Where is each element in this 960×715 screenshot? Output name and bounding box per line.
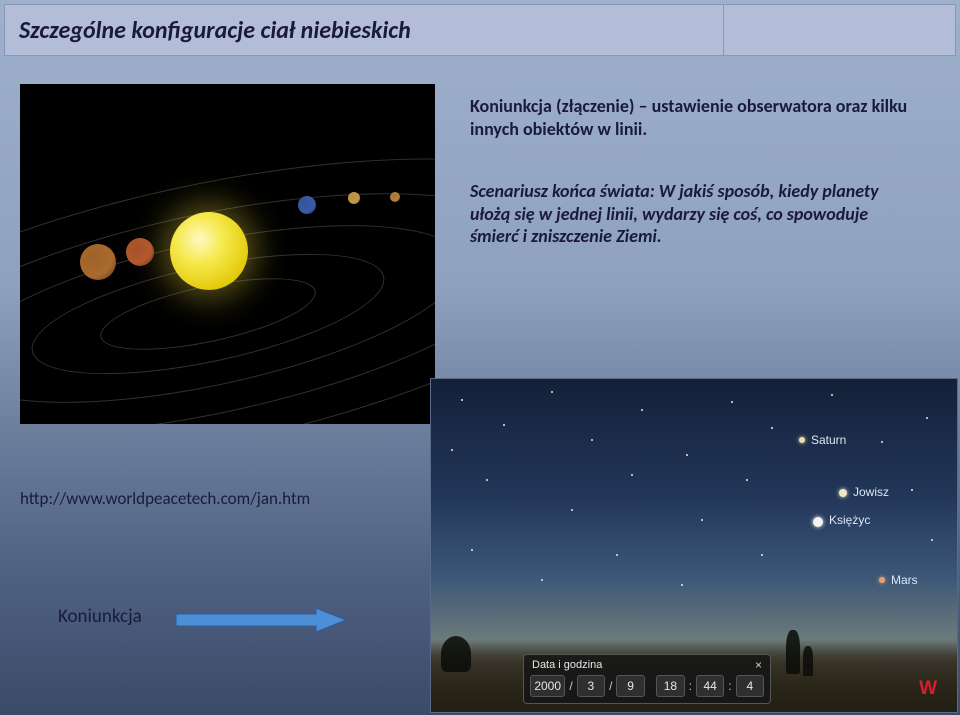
planetarium-view: W Data i godzina × 2000 / 3 / 9 18 : 44 … xyxy=(430,378,958,713)
close-icon[interactable]: × xyxy=(755,659,762,671)
jowisz-label: Jowisz xyxy=(853,485,889,499)
star-dot xyxy=(641,409,643,411)
star-dot xyxy=(831,394,833,396)
mars-dot xyxy=(879,577,885,583)
jowisz-dot xyxy=(839,489,847,497)
star-dot xyxy=(701,519,703,521)
star-dot xyxy=(461,399,463,401)
page-title: Szczególne konfiguracje ciał niebieskich xyxy=(19,16,411,45)
sep: / xyxy=(567,679,574,693)
title-main: Szczególne konfiguracje ciał niebieskich xyxy=(4,4,724,56)
year-field[interactable]: 2000 xyxy=(530,675,565,697)
arrow-icon xyxy=(176,608,346,632)
sun-icon xyxy=(170,212,248,290)
star-dot xyxy=(451,449,453,451)
star-dot xyxy=(486,479,488,481)
ksiezyc-dot xyxy=(813,517,823,527)
sep: : xyxy=(687,679,694,693)
star-dot xyxy=(881,441,883,443)
ksiezyc-label: Księżyc xyxy=(829,513,870,527)
description-block: Koniunkcja (złączenie) – ustawienie obse… xyxy=(470,95,910,248)
sep: : xyxy=(726,679,733,693)
star-dot xyxy=(551,391,553,393)
description-conjunction: Koniunkcja (złączenie) – ustawienie obse… xyxy=(470,95,910,140)
title-bar: Szczególne konfiguracje ciał niebieskich xyxy=(4,4,956,56)
datetime-panel-header: Data i godzina × xyxy=(530,659,764,671)
second-field[interactable]: 4 xyxy=(736,675,764,697)
title-accent xyxy=(724,4,956,56)
star-dot xyxy=(616,554,618,556)
planet-dot xyxy=(80,244,116,280)
star-dot xyxy=(931,539,933,541)
tree-silhouette xyxy=(803,646,813,676)
star-dot xyxy=(731,401,733,403)
star-dot xyxy=(503,424,505,426)
mars-label: Mars xyxy=(891,573,918,587)
star-dot xyxy=(911,489,913,491)
planet-dot xyxy=(298,196,316,214)
tree-silhouette xyxy=(786,630,800,674)
compass-direction: W xyxy=(919,678,937,700)
star-dot xyxy=(541,579,543,581)
day-field[interactable]: 9 xyxy=(616,675,644,697)
month-field[interactable]: 3 xyxy=(577,675,605,697)
star-dot xyxy=(631,474,633,476)
description-scenario: Scenariusz końca świata: W jakiś sposób,… xyxy=(470,180,910,248)
solar-system-illustration xyxy=(20,84,435,424)
star-dot xyxy=(471,549,473,551)
saturn-label: Saturn xyxy=(811,433,846,447)
star-dot xyxy=(591,439,593,441)
datetime-panel[interactable]: Data i godzina × 2000 / 3 / 9 18 : 44 : … xyxy=(523,654,771,704)
source-url: http://www.worldpeacetech.com/jan.htm xyxy=(20,488,310,509)
tree-silhouette xyxy=(441,636,471,672)
star-dot xyxy=(761,554,763,556)
planet-dot xyxy=(390,192,400,202)
star-dot xyxy=(771,427,773,429)
planet-dot xyxy=(348,192,360,204)
star-dot xyxy=(926,417,928,419)
conjunction-label: Koniunkcja xyxy=(58,605,142,628)
datetime-title: Data i godzina xyxy=(532,659,602,671)
minute-field[interactable]: 44 xyxy=(696,675,724,697)
saturn-dot xyxy=(799,437,805,443)
hour-field[interactable]: 18 xyxy=(656,675,684,697)
star-dot xyxy=(686,454,688,456)
datetime-fields: 2000 / 3 / 9 18 : 44 : 4 xyxy=(530,675,764,697)
star-dot xyxy=(746,479,748,481)
star-dot xyxy=(681,584,683,586)
star-dot xyxy=(571,509,573,511)
sep: / xyxy=(607,679,614,693)
planet-dot xyxy=(126,238,154,266)
